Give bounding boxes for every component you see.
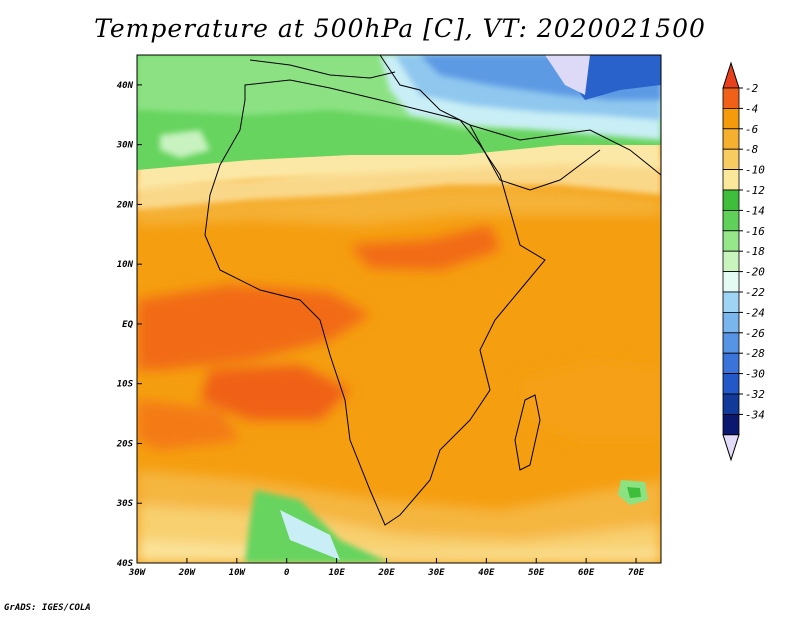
colorbar-bin — [722, 250, 740, 272]
y-axis: 40N 30N 20N 10N EQ 10S 20S 30S 40S — [116, 81, 142, 569]
y-tick-label: 20S — [116, 439, 134, 449]
x-tick-label: 10W — [229, 568, 247, 578]
x-tick-label: 50E — [528, 568, 545, 578]
colorbar-label: -24 — [745, 306, 765, 319]
x-tick-label: 20E — [377, 568, 395, 578]
colorbar-bottom-arrow — [722, 434, 740, 462]
y-tick-label: 40S — [117, 559, 134, 569]
y-tick-label: 40N — [117, 81, 134, 91]
y-tick-label: EQ — [122, 320, 133, 330]
colorbar-label: -34 — [745, 408, 765, 421]
colorbar: -2 -4 -6 -8 -10 -12 -14 -16 -18 -20 -22 -24 -26 -28 -3… — [722, 61, 765, 462]
colorbar-bin — [722, 108, 740, 130]
x-tick-label: 30W — [128, 568, 147, 578]
colorbar-bin — [722, 413, 740, 436]
colorbar-label: -16 — [745, 225, 765, 238]
colorbar-bin — [722, 230, 740, 252]
colorbar-label: -22 — [745, 286, 765, 299]
colorbar-bin — [722, 189, 740, 211]
colorbar-label: -12 — [745, 184, 765, 197]
colorbar-bin — [722, 332, 740, 354]
y-tick-label: 10S — [117, 380, 134, 390]
colorbar-label: -10 — [745, 164, 765, 177]
colorbar-label: -28 — [745, 347, 765, 360]
x-tick-label: 20W — [178, 568, 197, 578]
colorbar-bin — [722, 209, 740, 232]
colorbar-label: -8 — [745, 143, 759, 156]
colorbar-bin — [722, 311, 740, 334]
colorbar-bin — [722, 291, 740, 313]
colorbar-bin — [722, 169, 740, 191]
x-tick-label: 60E — [578, 568, 595, 578]
x-tick-label: 40E — [478, 568, 495, 578]
colorbar-label: -2 — [745, 82, 759, 95]
colorbar-bin — [722, 271, 740, 293]
y-tick-label: 30N — [116, 141, 134, 151]
credit-label: GrADS: IGES/COLA — [4, 603, 91, 613]
y-tick-label: 20N — [116, 200, 134, 210]
colorbar-label: -26 — [745, 327, 765, 340]
colorbar-bin — [722, 128, 740, 150]
x-axis: 30W 20W 10W 0 10E 20E 30E 40E 50E 60E 70E — [128, 558, 645, 578]
map-title: Temperature at 500hPa [C], VT: 202002150… — [94, 14, 706, 43]
colorbar-top-arrow — [722, 61, 740, 89]
temperature-field — [137, 55, 661, 563]
x-tick-label: 0 — [284, 568, 290, 578]
colorbar-label: -4 — [745, 102, 758, 115]
x-tick-label: 70E — [628, 568, 645, 578]
colorbar-label: -20 — [745, 266, 765, 279]
y-tick-label: 30S — [116, 499, 134, 509]
colorbar-label: -18 — [745, 245, 765, 258]
x-tick-label: 10E — [328, 568, 345, 578]
colorbar-bin — [722, 148, 740, 170]
colorbar-label: -14 — [745, 204, 765, 217]
y-tick-label: 10N — [117, 260, 134, 270]
colorbar-bin — [722, 352, 740, 375]
colorbar-bin — [722, 393, 740, 415]
map-frame — [136, 54, 662, 564]
colorbar-label: -30 — [745, 368, 765, 381]
x-tick-label: 30E — [427, 568, 445, 578]
colorbar-label: -6 — [745, 123, 759, 136]
colorbar-bin — [722, 373, 740, 395]
colorbar-bin — [722, 87, 740, 109]
colorbar-label: -32 — [745, 388, 765, 401]
